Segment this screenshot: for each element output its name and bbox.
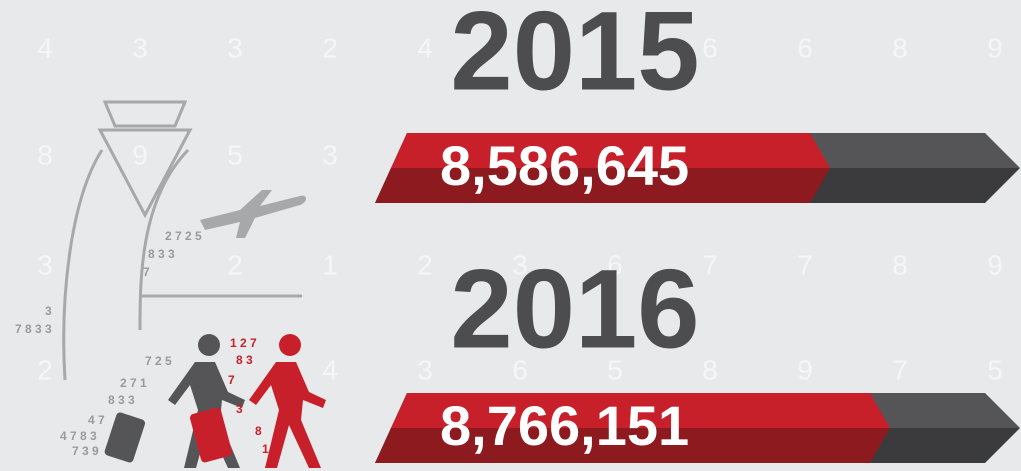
passenger-count: 8,586,645 [440, 134, 689, 197]
background-digit: 3 [512, 249, 528, 280]
background-digit: 3 [132, 32, 148, 63]
icon-digit: 4 7 8 3 [60, 429, 97, 443]
background-digit: 8 [892, 32, 908, 63]
people-icon [104, 334, 326, 468]
background-digit: 9 [132, 139, 148, 170]
background-digit: 7 [702, 249, 718, 280]
items: 8,586,645 2015 8,766,151 2016 [375, 0, 1020, 463]
background-digit: 5 [987, 354, 1003, 385]
icon-digit: 3 [45, 322, 52, 336]
passenger-count: 8,766,151 [440, 394, 689, 457]
icon-digit: 7 2 5 [145, 354, 172, 368]
year: 2016 [450, 247, 699, 372]
icon-digit: 7 8 3 [15, 322, 42, 336]
background-digit: 2 [227, 249, 243, 280]
airplane-icon [200, 190, 306, 238]
background-digit: 2 [322, 32, 338, 63]
icon-digit: 1 2 7 [230, 336, 257, 350]
background-digit: 4 [37, 32, 53, 63]
background-digit: 8 [892, 249, 908, 280]
background-digit: 8 [37, 139, 53, 170]
background-digit: 7 [797, 249, 813, 280]
year: 2015 [450, 0, 699, 114]
background-digit: 9 [987, 249, 1003, 280]
icon-digit: 8 3 3 [108, 393, 135, 407]
background-digit: 7 [892, 354, 908, 385]
bar-red-top [391, 133, 830, 168]
bar-red-bottom [375, 168, 830, 203]
icon-digit: 3 [236, 402, 243, 416]
background-digit: 3 [322, 139, 338, 170]
background-digit: 9 [987, 32, 1003, 63]
background-digit: 6 [607, 249, 623, 280]
background-digit: 4 [417, 32, 433, 63]
background-digit: 3 [37, 249, 53, 280]
icon-digit: 7 [143, 265, 150, 279]
icon-digit: 8 3 [236, 353, 253, 367]
background-digit: 6 [702, 32, 718, 63]
background-digits: 4 3 3 2 4 6 6 8 9 8 9 5 3 3 3 2 1 2 3 6 7 7 8 9 2 4 3 6 5 8 9 7 5 [37, 32, 1003, 385]
background-digit: 6 [797, 32, 813, 63]
background-digit: 9 [797, 354, 813, 385]
background-digit: 4 [322, 354, 338, 385]
background-digit: 2 [37, 354, 53, 385]
bar-red-bottom [375, 428, 890, 463]
icon-digit: 8 3 3 [148, 247, 175, 261]
icon-digit: 7 3 9 [72, 444, 99, 458]
background-digit: 2 [417, 249, 433, 280]
background-digit: 6 [512, 354, 528, 385]
icon-digit: 3 [45, 304, 52, 318]
background-digit: 3 [227, 32, 243, 63]
bar-red-top [391, 393, 890, 428]
icon-digit: 4 7 [88, 413, 105, 427]
background-digit: 8 [702, 354, 718, 385]
tower-icon [62, 100, 302, 381]
icon-digit: 1 [262, 442, 269, 456]
icon-digit: 8 [255, 424, 262, 438]
background-digit: 3 [417, 354, 433, 385]
icon-digit: 7 [228, 373, 235, 387]
background-digit: 5 [227, 139, 243, 170]
background-digit: 5 [607, 354, 623, 385]
background-digit: 1 [322, 249, 338, 280]
icon-digit: 2 7 2 5 [165, 229, 202, 243]
icon-digit: 2 7 1 [120, 376, 147, 390]
